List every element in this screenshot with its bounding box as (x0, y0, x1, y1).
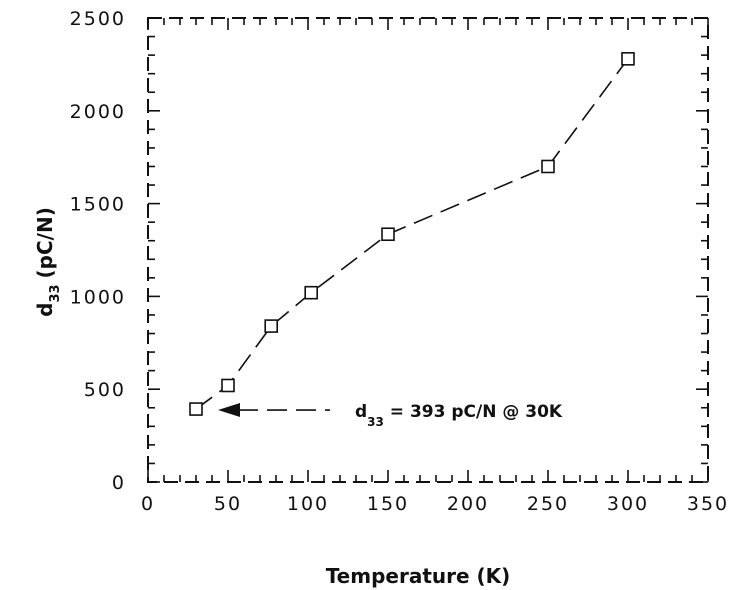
x-tick-label: 300 (607, 493, 649, 515)
data-point-marker (264, 319, 279, 333)
annotation-arrowhead (218, 403, 240, 418)
y-axis-title-main: d (33, 303, 57, 317)
annotation-main: d (355, 402, 367, 422)
data-series (189, 52, 635, 416)
x-tick-label: 250 (527, 493, 569, 515)
data-point-marker (221, 378, 235, 393)
x-tick-label: 350 (687, 493, 729, 515)
annotation-text: d33 = 393 pC/N @ 30K (355, 402, 563, 429)
data-point-marker (541, 159, 555, 174)
axis-ticks (147, 17, 709, 483)
y-tick-label: 0 (112, 472, 126, 494)
annotation-rest: = 393 pC/N @ 30K (384, 402, 563, 422)
x-tick-label: 0 (141, 493, 155, 515)
y-tick-label: 500 (84, 379, 126, 401)
data-point-marker (189, 402, 203, 416)
x-tick-label: 150 (367, 493, 409, 515)
data-point-marker (381, 227, 395, 242)
y-tick-label: 2000 (70, 101, 126, 123)
series-line (195, 58, 629, 410)
annotation: d33 = 393 pC/N @ 30K (218, 402, 563, 429)
y-tick-label: 1000 (70, 286, 126, 308)
x-axis-title: Temperature (K) (326, 564, 511, 588)
y-tick-label: 2500 (70, 8, 126, 30)
x-tick-label: 100 (287, 493, 329, 515)
x-tick-label: 200 (447, 493, 489, 515)
plot-frame (147, 17, 709, 483)
y-axis-title-subscript: 33 (48, 284, 63, 302)
data-point-marker (304, 285, 319, 300)
plot-border (147, 17, 709, 483)
tick-labels: 0 50 100 150 200 250 300 350 0 500 1000 1500 2000 250… (70, 8, 729, 515)
x-tick-label: 50 (214, 493, 242, 515)
y-tick-label: 1500 (70, 194, 126, 216)
data-point-marker (621, 52, 635, 66)
annotation-subscript: 33 (367, 415, 384, 429)
y-axis-title: d33 (pC/N) (33, 207, 63, 317)
y-axis-title-unit: (pC/N) (33, 207, 57, 278)
